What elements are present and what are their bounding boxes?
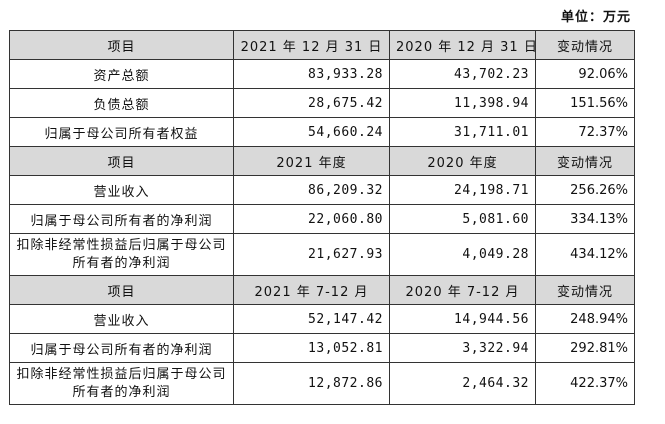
- row-label: 负债总额: [9, 88, 234, 118]
- change-value: 248.94%: [535, 304, 635, 334]
- value-period-1: 83,933.28: [233, 59, 390, 89]
- table-row: 扣除非经常性损益后归属于母公司所有者的净利润 21,627.93 4,049.2…: [9, 233, 635, 276]
- table-row: 归属于母公司所有者权益 54,660.24 31,711.01 72.37%: [9, 117, 635, 147]
- header-period-2: 2020 年 12 月 31 日: [389, 30, 537, 60]
- value-period-1: 22,060.80: [233, 204, 390, 234]
- header-item: 项目: [9, 275, 234, 305]
- value-period-1: 12,872.86: [233, 362, 390, 405]
- header-change: 变动情况: [535, 146, 635, 176]
- row-label: 归属于母公司所有者权益: [9, 117, 234, 147]
- value-period-1: 21,627.93: [233, 233, 390, 276]
- table-row: 营业收入 86,209.32 24,198.71 256.26%: [9, 175, 635, 205]
- header-period-1: 2021 年 7-12 月: [233, 275, 390, 305]
- value-period-2: 43,702.23: [389, 59, 536, 89]
- change-value: 422.37%: [535, 362, 635, 405]
- table-row: 扣除非经常性损益后归属于母公司所有者的净利润 12,872.86 2,464.3…: [9, 362, 635, 405]
- change-value: 151.56%: [535, 88, 635, 118]
- value-period-2: 3,322.94: [389, 333, 536, 363]
- change-value: 92.06%: [535, 59, 635, 89]
- value-period-2: 14,944.56: [389, 304, 536, 334]
- value-period-2: 24,198.71: [389, 175, 536, 205]
- header-change: 变动情况: [535, 275, 635, 305]
- table-row: 营业收入 52,147.42 14,944.56 248.94%: [9, 304, 635, 334]
- row-label: 扣除非经常性损益后归属于母公司所有者的净利润: [9, 233, 234, 276]
- value-period-1: 13,052.81: [233, 333, 390, 363]
- row-label: 营业收入: [9, 175, 234, 205]
- section-header-row: 项目 2021 年 7-12 月 2020 年 7-12 月 变动情况: [9, 275, 635, 305]
- section-header-row: 项目 2021 年度 2020 年度 变动情况: [9, 146, 635, 176]
- value-period-2: 2,464.32: [389, 362, 536, 405]
- change-value: 72.37%: [535, 117, 635, 147]
- unit-label: 单位：万元: [560, 10, 631, 25]
- table-row: 归属于母公司所有者的净利润 13,052.81 3,322.94 292.81%: [9, 333, 635, 363]
- section-header-row: 项目 2021 年 12 月 31 日 2020 年 12 月 31 日 变动情…: [9, 30, 635, 60]
- value-period-1: 54,660.24: [233, 117, 390, 147]
- header-item: 项目: [9, 146, 234, 176]
- row-label: 归属于母公司所有者的净利润: [9, 204, 234, 234]
- row-label: 扣除非经常性损益后归属于母公司所有者的净利润: [9, 362, 234, 405]
- value-period-2: 11,398.94: [389, 88, 536, 118]
- table-row: 负债总额 28,675.42 11,398.94 151.56%: [9, 88, 635, 118]
- table-row: 归属于母公司所有者的净利润 22,060.80 5,081.60 334.13%: [9, 204, 635, 234]
- header-period-2: 2020 年 7-12 月: [389, 275, 536, 305]
- header-period-1: 2021 年度: [233, 146, 390, 176]
- value-period-1: 86,209.32: [233, 175, 390, 205]
- header-item: 项目: [9, 30, 234, 60]
- header-change: 变动情况: [535, 30, 635, 60]
- value-period-1: 52,147.42: [233, 304, 390, 334]
- change-value: 256.26%: [535, 175, 635, 205]
- row-label: 营业收入: [9, 304, 234, 334]
- header-period-2: 2020 年度: [389, 146, 536, 176]
- value-period-2: 4,049.28: [389, 233, 536, 276]
- change-value: 292.81%: [535, 333, 635, 363]
- change-value: 334.13%: [535, 204, 635, 234]
- table-row: 资产总额 83,933.28 43,702.23 92.06%: [9, 59, 635, 89]
- value-period-2: 5,081.60: [389, 204, 536, 234]
- value-period-2: 31,711.01: [389, 117, 536, 147]
- financial-table: 项目 2021 年 12 月 31 日 2020 年 12 月 31 日 变动情…: [9, 30, 635, 405]
- value-period-1: 28,675.42: [233, 88, 390, 118]
- change-value: 434.12%: [535, 233, 635, 276]
- row-label: 归属于母公司所有者的净利润: [9, 333, 234, 363]
- header-period-1: 2021 年 12 月 31 日: [233, 30, 390, 60]
- row-label: 资产总额: [9, 59, 234, 89]
